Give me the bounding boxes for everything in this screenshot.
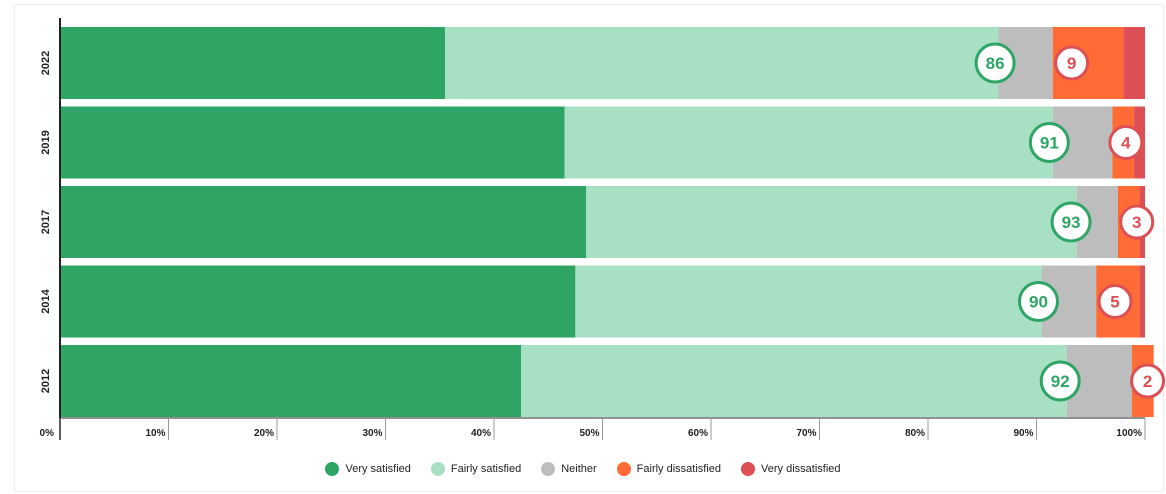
bar-segment-fairly-satisfied xyxy=(521,345,1067,417)
x-tick-label: 80% xyxy=(905,428,925,439)
dissatisfied-total-label: 3 xyxy=(1132,213,1141,232)
bar-segment-very-dissatisfied xyxy=(1123,27,1145,99)
category-label: 2019 xyxy=(40,130,52,154)
satisfied-total-label: 91 xyxy=(1040,134,1059,153)
category-label: 2022 xyxy=(40,51,52,75)
bar-segment-very-satisfied xyxy=(60,265,576,338)
legend-swatch-fairly-dissatisfied xyxy=(616,462,631,476)
x-tick-label: 100% xyxy=(1116,428,1142,439)
dissatisfied-total-badge xyxy=(1119,204,1155,240)
dissatisfied-total-badge xyxy=(1097,284,1133,319)
bar-segment-very-satisfied xyxy=(60,106,565,179)
satisfied-total-badge xyxy=(1039,360,1081,402)
legend-label: Fairly dissatisfied xyxy=(636,463,722,475)
dissatisfied-total-label: 9 xyxy=(1067,54,1076,73)
legend: Very satisfied Fairly satisfied Neither … xyxy=(0,462,1166,476)
x-tick-label: 60% xyxy=(688,428,708,439)
satisfied-total-label: 92 xyxy=(1051,372,1070,391)
x-tick-label: 50% xyxy=(579,428,599,439)
legend-swatch-fairly-satisfied xyxy=(430,462,445,476)
dissatisfied-total-badge xyxy=(1108,125,1144,160)
bar-segment-fairly-satisfied xyxy=(575,265,1042,338)
satisfied-total-label: 90 xyxy=(1029,293,1048,312)
x-tick-label: 20% xyxy=(254,428,274,439)
category-label: 2012 xyxy=(40,369,52,393)
satisfied-total-badge xyxy=(1028,122,1070,163)
dissatisfied-total-badge xyxy=(1054,45,1090,81)
dissatisfied-total-label: 5 xyxy=(1110,293,1119,312)
x-tick-label: 70% xyxy=(796,428,816,439)
bar-segment-very-satisfied xyxy=(60,345,522,417)
bar-segment-fairly-satisfied xyxy=(564,106,1053,179)
legend-label: Very satisfied xyxy=(345,463,411,475)
satisfied-total-badge xyxy=(1018,281,1059,322)
category-label: 2014 xyxy=(40,288,52,313)
bar-segment-very-dissatisfied xyxy=(1139,265,1145,338)
satisfied-total-badge xyxy=(974,42,1016,84)
x-tick-label: 0% xyxy=(40,428,55,439)
legend-item-neither: Neither xyxy=(541,462,597,476)
dissatisfied-total-label: 4 xyxy=(1121,134,1131,153)
legend-swatch-very-satisfied xyxy=(325,462,340,476)
legend-label: Fairly satisfied xyxy=(450,463,522,475)
legend-swatch-very-dissatisfied xyxy=(741,462,756,476)
legend-label: Neither xyxy=(561,463,597,475)
dissatisfied-total-badge xyxy=(1130,363,1166,399)
satisfied-total-label: 86 xyxy=(986,54,1005,73)
legend-swatch-neither xyxy=(541,462,556,476)
dissatisfied-total-label: 2 xyxy=(1143,372,1152,391)
bar-segment-very-satisfied xyxy=(60,186,587,258)
legend-item-fairly-satisfied: Fairly satisfied xyxy=(430,462,522,476)
x-tick-label: 90% xyxy=(1013,428,1033,439)
satisfied-total-label: 93 xyxy=(1062,213,1081,232)
category-label: 2017 xyxy=(40,210,52,234)
satisfied-total-badge xyxy=(1050,201,1092,243)
legend-label: Very dissatisfied xyxy=(761,463,841,475)
bar-segment-fairly-satisfied xyxy=(445,27,999,99)
x-tick-label: 30% xyxy=(362,428,382,439)
legend-item-very-satisfied: Very satisfied xyxy=(325,462,411,476)
bar-segment-fairly-satisfied xyxy=(586,186,1077,258)
legend-item-very-dissatisfied: Very dissatisfied xyxy=(741,462,841,476)
bar-segment-very-satisfied xyxy=(60,27,446,99)
legend-item-fairly-dissatisfied: Fairly dissatisfied xyxy=(616,462,722,476)
x-tick-label: 10% xyxy=(145,428,165,439)
x-tick-label: 40% xyxy=(471,428,491,439)
